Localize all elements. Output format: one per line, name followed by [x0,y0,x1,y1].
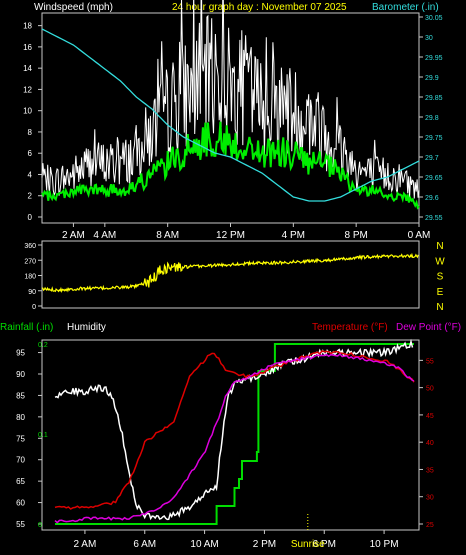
rain-y-tick-label: 0.2 [38,342,48,349]
humidity-y-tick-label: 85 [16,391,25,400]
direction-y-tick-label: 270 [24,258,36,265]
compass-label-w: W [435,256,445,267]
wind-x-tick-label: 0 AM [408,230,431,241]
humidity-legend: Humidity [67,322,106,333]
temperature-y-tick-label: 45 [426,413,434,420]
barometer-axis-label: Barometer (.in) [372,2,439,13]
wind-average-line [41,121,420,210]
wind-x-tick-label: 8 AM [156,230,179,241]
wind-y-tick-label: 10 [23,107,32,116]
wind-y-tick-label: 16 [23,43,32,52]
temp-x-tick-label: 2 PM [253,539,276,550]
wind-x-tick-label: 8 PM [344,230,367,241]
temperature-y-tick-label: 55 [426,358,434,365]
wind-gust-line [41,0,420,199]
compass-label-e: E [437,287,444,298]
baro-y-tick-label: 29.6 [425,195,439,202]
humidity-y-tick-label: 55 [16,520,25,529]
dew-point-legend: Dew Point (°F) [396,322,461,333]
temp-x-tick-label: 10 AM [190,539,218,550]
temp-x-tick-label: 10 PM [370,539,399,550]
chart-title: 24 hour graph day : November 07 2025 [172,2,347,13]
rainfall-legend: Rainfall (.in) [0,322,53,333]
compass-label-s: S [437,272,444,283]
windspeed-axis-label: Windspeed (mph) [34,2,113,13]
baro-y-tick-label: 29.95 [425,55,443,62]
baro-y-tick-label: 29.55 [425,215,443,222]
temperature-y-tick-label: 30 [426,495,434,502]
direction-y-tick-label: 90 [28,289,36,296]
temp-x-tick-label: 6 PM [313,539,336,550]
direction-y-tick-label: 180 [24,274,36,281]
temperature-y-tick-label: 35 [426,467,434,474]
wind-y-tick-label: 8 [28,128,33,137]
humidity-y-tick-label: 95 [16,349,25,358]
direction-panel-series [41,252,419,293]
direction-y-tick-label: 360 [24,243,36,250]
baro-y-tick-label: 30 [425,35,433,42]
humidity-y-tick-label: 60 [16,499,25,508]
wind-direction-line [41,252,419,293]
direction-y-tick-label: 0 [32,304,36,311]
wind-x-tick-label: 4 AM [93,230,116,241]
temperature-y-tick-label: 25 [426,522,434,529]
rainfall-line [55,343,414,525]
direction-panel-frame [41,240,420,309]
wind-y-tick-label: 0 [28,213,33,222]
baro-y-tick-label: 29.9 [425,75,439,82]
rain-y-tick-label: 0.1 [38,432,48,439]
humidity-y-tick-label: 70 [16,456,25,465]
temperature-legend: Temperature (°F) [312,322,388,333]
baro-y-tick-label: 30.05 [425,15,443,22]
temperature-y-tick-label: 50 [426,386,434,393]
wind-y-tick-label: 4 [28,170,33,179]
wind-y-tick-label: 6 [28,149,33,158]
temperature-y-tick-label: 40 [426,440,434,447]
temp-panel-series [54,338,415,525]
baro-y-tick-label: 29.85 [425,95,443,102]
dew-point-line [54,352,415,524]
humidity-y-tick-label: 80 [16,413,25,422]
barometer-line [41,28,420,202]
temp-panel-frame [41,339,420,531]
baro-y-tick-label: 29.8 [425,115,439,122]
compass-label-n: N [436,241,443,252]
humidity-y-tick-label: 75 [16,434,25,443]
humidity-y-tick-label: 65 [16,477,25,486]
humidity-y-tick-label: 90 [16,370,25,379]
temp-x-tick-label: 2 AM [74,539,97,550]
temp-x-tick-label: 6 AM [133,539,156,550]
temperature-line [54,350,415,510]
baro-y-tick-label: 29.65 [425,175,443,182]
wind-y-tick-label: 18 [23,22,32,31]
baro-y-tick-label: 29.75 [425,135,443,142]
wind-x-tick-label: 12 PM [216,230,245,241]
sunrise-label: Sunrise [291,539,325,550]
wind-y-tick-label: 14 [23,64,32,73]
rain-y-tick-label: 0 [38,522,42,529]
wind-x-tick-label: 2 AM [62,230,85,241]
baro-y-tick-label: 29.7 [425,155,439,162]
wind-y-tick-label: 2 [28,192,33,201]
wind-panel-axes: 0 2 4 6 8 10 12 14 16 18 29.55 29.6 29.65 29.7 29.75 29… [23,15,443,241]
wind-panel-series [41,0,420,210]
temp-panel-axes: 55 60 65 70 75 80 85 90 95 25 30 35 40 45 50 55 0 0.1 0.2 2… [16,342,434,550]
compass-label-n: N [436,302,443,313]
wind-x-tick-label: 4 PM [282,230,305,241]
wind-y-tick-label: 12 [23,85,32,94]
